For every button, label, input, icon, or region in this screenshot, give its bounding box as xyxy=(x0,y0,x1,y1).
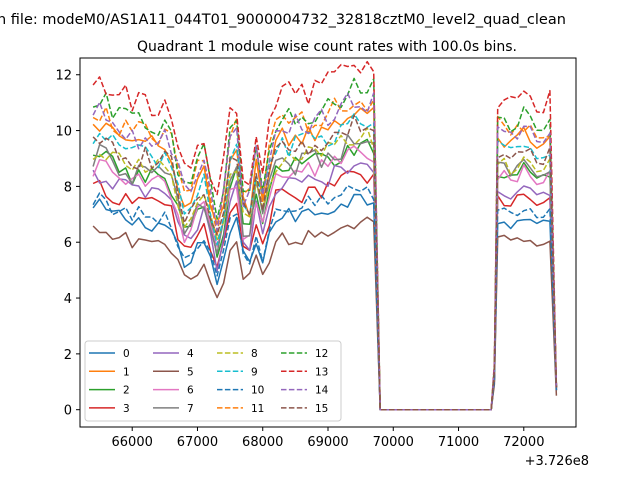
legend-label-15: 15 xyxy=(315,403,328,415)
y-tick-label: 0 xyxy=(64,404,72,419)
y-tick-label: 12 xyxy=(55,69,72,84)
x-axis-offset-label: +3.726e8 xyxy=(525,454,589,469)
x-tick-label: 66000 xyxy=(112,435,153,450)
legend-label-13: 13 xyxy=(315,366,328,378)
legend-label-6: 6 xyxy=(187,385,194,397)
x-tick-label: 69000 xyxy=(307,435,348,450)
series-line-9 xyxy=(92,113,558,411)
y-axis-ticks: 0 2 4 6 8 10 12 xyxy=(55,69,80,419)
legend-label-5: 5 xyxy=(187,366,194,378)
legend-label-0: 0 xyxy=(123,348,130,360)
figure-suptitle: n file: modeM0/AS1A11_044T01_9000004732_… xyxy=(0,12,566,28)
y-tick-label: 6 xyxy=(64,236,72,251)
legend-label-12: 12 xyxy=(315,348,328,360)
legend-label-1: 1 xyxy=(123,366,130,378)
legend-label-3: 3 xyxy=(123,403,130,415)
series-layer xyxy=(92,60,558,411)
legend-box xyxy=(84,340,342,422)
legend-label-2: 2 xyxy=(123,385,130,397)
x-tick-label: 70000 xyxy=(373,435,414,450)
legend-label-7: 7 xyxy=(187,403,194,415)
legend-label-14: 14 xyxy=(315,385,329,397)
x-tick-label: 72000 xyxy=(503,435,544,450)
y-tick-label: 2 xyxy=(64,348,72,363)
legend-label-4: 4 xyxy=(187,348,194,360)
x-tick-label: 68000 xyxy=(242,435,283,450)
legend-label-10: 10 xyxy=(251,385,264,397)
x-tick-label: 71000 xyxy=(438,435,479,450)
x-axis-ticks: 66000 67000 68000 69000 70000 71000 72000 xyxy=(112,427,544,450)
x-tick-label: 67000 xyxy=(177,435,218,450)
chart-title: Quadrant 1 module wise count rates with … xyxy=(137,39,517,55)
legend-label-9: 9 xyxy=(251,366,258,378)
legend-label-11: 11 xyxy=(251,403,264,415)
y-tick-label: 8 xyxy=(64,180,72,195)
legend-label-8: 8 xyxy=(251,348,258,360)
y-tick-label: 4 xyxy=(64,292,72,307)
y-tick-label: 10 xyxy=(55,125,72,140)
